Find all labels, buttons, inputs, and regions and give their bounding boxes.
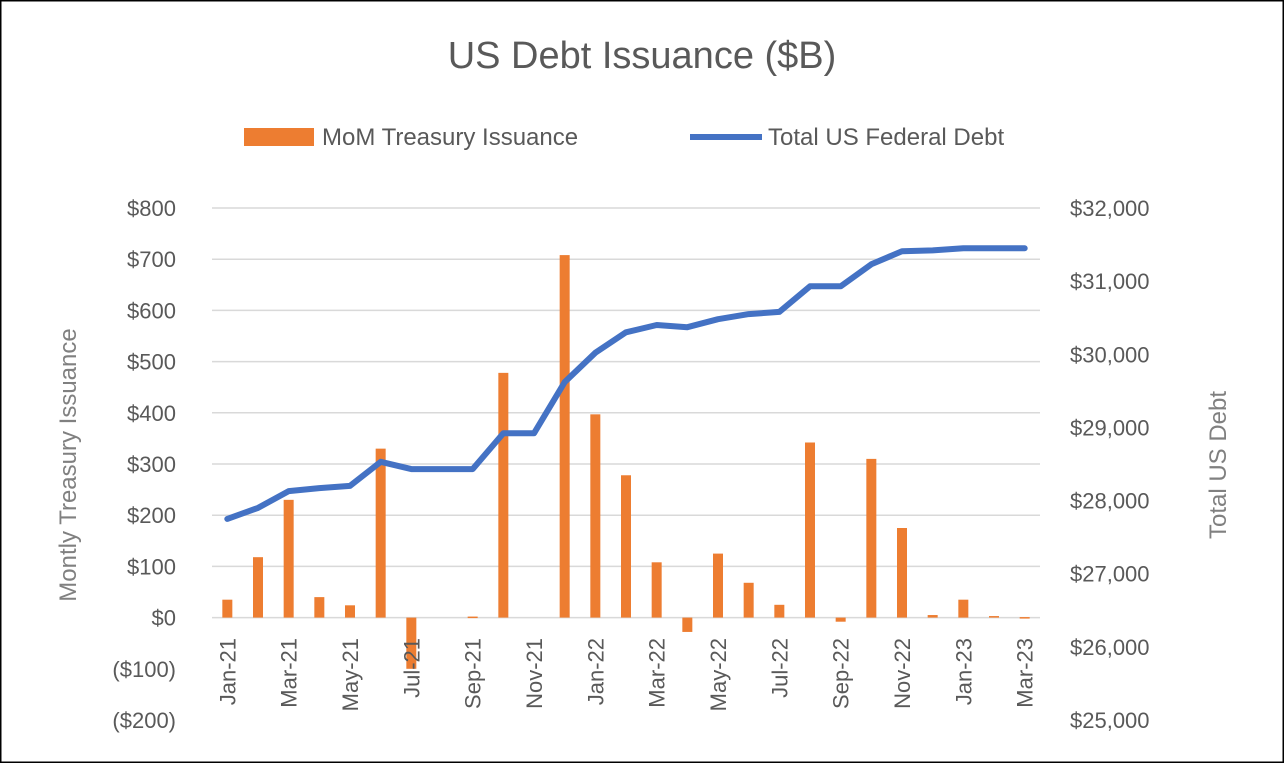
- x-tick-label: Nov-21: [522, 638, 547, 709]
- x-tick-label: Jul-22: [767, 638, 792, 698]
- right-axis-ticks: $25,000 $26,000 $27,000 $28,000 $29,000 $30,0…: [1070, 196, 1150, 733]
- legend-label-total-debt: Total US Federal Debt: [768, 124, 1004, 151]
- issuance-bar: [253, 557, 263, 618]
- issuance-bar: [621, 475, 631, 618]
- issuance-bar: [406, 617, 417, 669]
- left-tick-label: $800: [127, 196, 176, 221]
- left-tick-label: $700: [127, 247, 176, 272]
- right-tick-label: $27,000: [1070, 562, 1150, 587]
- legend-swatch-issuance: [244, 128, 314, 146]
- x-axis-ticks: Jan-21 Mar-21 May-21 Jul-21 Sep-21 Nov-21 Jan-…: [215, 638, 1037, 711]
- issuance-bar: [713, 553, 723, 618]
- chart-title: US Debt Issuance ($B): [448, 35, 837, 77]
- legend-label-issuance: MoM Treasury Issuance: [322, 124, 578, 151]
- x-tick-label: Nov-22: [890, 638, 915, 709]
- issuance-bar: [927, 615, 938, 618]
- left-tick-label: $500: [127, 350, 176, 375]
- right-tick-label: $25,000: [1070, 708, 1150, 733]
- issuance-bar: [590, 414, 601, 618]
- x-tick-label: Mar-21: [277, 638, 302, 708]
- x-tick-label: Mar-23: [1013, 638, 1038, 708]
- left-axis-ticks: ($200) ($100) $0 $100 $200 $300 $400 $500 $600 $7…: [112, 196, 176, 733]
- right-tick-label: $31,000: [1070, 269, 1150, 294]
- issuance-bar: [897, 528, 907, 618]
- issuance-bar: [467, 616, 478, 619]
- left-tick-label: $0: [152, 606, 176, 631]
- right-tick-label: $30,000: [1070, 342, 1150, 367]
- left-tick-label: ($200): [112, 708, 176, 733]
- issuance-bar: [743, 582, 754, 618]
- x-tick-label: Jan-23: [951, 638, 976, 705]
- right-axis-title: Total US Debt: [1205, 391, 1232, 539]
- left-tick-label: $400: [127, 401, 176, 426]
- left-tick-label: $100: [127, 554, 176, 579]
- issuance-bar: [222, 599, 233, 618]
- issuance-bar: [283, 499, 294, 618]
- x-tick-label: Sep-22: [829, 638, 854, 709]
- right-tick-label: $32,000: [1070, 196, 1150, 221]
- x-tick-label: Jul-21: [399, 638, 424, 698]
- x-tick-label: May-22: [706, 638, 731, 711]
- issuance-bar: [989, 616, 999, 618]
- left-axis-title: Montly Treasury Issuance: [55, 328, 82, 601]
- x-tick-label: Sep-21: [461, 638, 486, 709]
- issuance-bar: [958, 599, 969, 618]
- issuance-bar: [1019, 617, 1030, 619]
- total-debt-line-group: [224, 245, 1028, 522]
- x-tick-label: May-21: [338, 638, 363, 711]
- issuance-bars: [222, 255, 1030, 669]
- issuance-bar: [866, 458, 877, 618]
- left-tick-label: $300: [127, 452, 176, 477]
- right-tick-label: $29,000: [1070, 415, 1150, 440]
- issuance-bar: [805, 442, 815, 618]
- x-tick-label: Jan-22: [583, 638, 608, 705]
- total-debt-line: [224, 245, 1028, 522]
- issuance-bar: [682, 617, 693, 632]
- issuance-bar: [375, 448, 386, 618]
- issuance-bar: [774, 604, 785, 618]
- x-tick-label: Jan-21: [215, 638, 240, 705]
- right-tick-label: $28,000: [1070, 489, 1150, 514]
- issuance-bar: [314, 597, 325, 618]
- issuance-bar: [498, 372, 509, 618]
- issuance-bar: [559, 255, 570, 618]
- left-tick-label: $200: [127, 503, 176, 528]
- left-tick-label: $600: [127, 298, 176, 323]
- issuance-bar: [651, 562, 662, 618]
- left-tick-label: ($100): [112, 657, 176, 682]
- legend: MoM Treasury Issuance Total US Federal D…: [244, 124, 1004, 151]
- issuance-bar: [835, 617, 846, 622]
- right-tick-label: $26,000: [1070, 635, 1150, 660]
- issuance-bar: [345, 605, 355, 618]
- x-tick-label: Mar-22: [645, 638, 670, 708]
